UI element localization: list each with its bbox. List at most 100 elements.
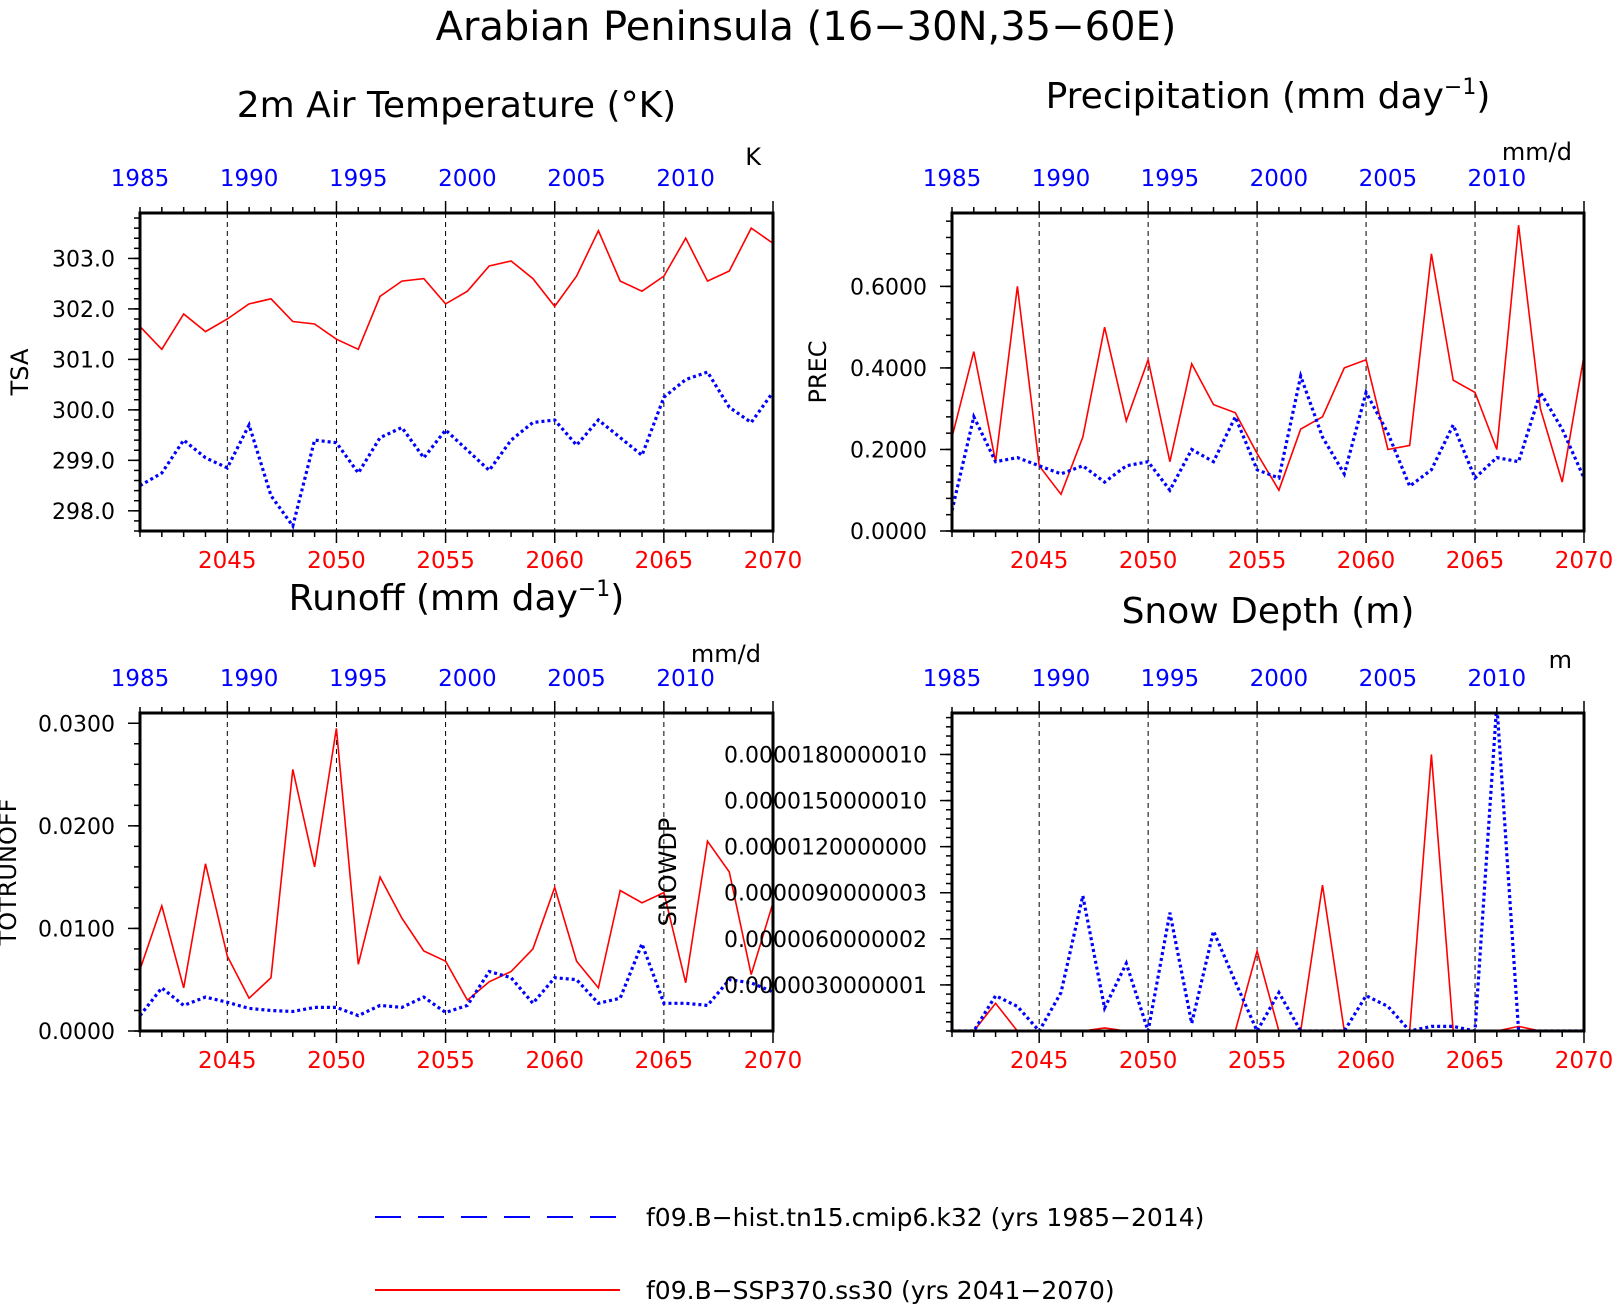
y-tick-label: 0.0000 <box>38 1020 115 1045</box>
y-tick-label: 0.0000180000010 <box>724 743 927 768</box>
series-line-historical <box>140 939 773 1018</box>
x-tick-label-bottom: 2065 <box>1446 548 1505 574</box>
y-tick-label: 0.6000 <box>850 275 927 300</box>
x-tick-label-bottom: 2050 <box>1119 1048 1178 1074</box>
y-tick-label: 0.0000030000001 <box>724 974 927 999</box>
x-tick-label-bottom: 2055 <box>416 548 475 574</box>
y-axis-label: SNOWDP <box>654 818 682 927</box>
figure-title: Arabian Peninsula (16−30N,35−60E) <box>436 4 1177 50</box>
units-label: mm/d <box>691 640 761 668</box>
x-tick-label-top: 1985 <box>923 666 982 692</box>
series-line-future <box>140 226 773 351</box>
x-tick-label-bottom: 2070 <box>744 1048 803 1074</box>
y-tick-label: 0.0300 <box>38 712 115 737</box>
x-tick-label-top: 2000 <box>1250 666 1309 692</box>
x-tick-label-top: 1985 <box>923 166 982 192</box>
x-tick-label-top: 1995 <box>1141 666 1200 692</box>
x-tick-label-bottom: 2055 <box>416 1048 475 1074</box>
y-axis-label: PREC <box>804 340 832 403</box>
y-tick-label: 0.0000120000000 <box>724 836 927 861</box>
x-tick-label-top: 2005 <box>1359 166 1418 192</box>
y-axis-label: TSA <box>6 348 34 396</box>
x-tick-label-top: 2010 <box>656 666 715 692</box>
series-line-historical <box>140 370 773 530</box>
plot-frame <box>950 211 1586 533</box>
y-tick-label: 302.0 <box>52 298 115 323</box>
panel-title: Precipitation (mm day−1) <box>1046 75 1491 117</box>
y-tick-label: 303.0 <box>52 247 115 272</box>
panel-title-main: Precipitation (mm day <box>1046 76 1444 117</box>
series-line-historical <box>952 713 1584 1031</box>
plot-frame <box>950 711 1586 1033</box>
y-tick-label: 300.0 <box>52 399 115 424</box>
y-tick-label: 299.0 <box>52 449 115 474</box>
x-tick-label-top: 2000 <box>438 666 497 692</box>
panel-title-tail: ) <box>1476 76 1490 117</box>
x-tick-label-top: 2010 <box>1468 166 1527 192</box>
panel-title-main: Runoff (mm day <box>289 578 578 619</box>
series-line-future <box>952 754 1584 1031</box>
x-tick-label-bottom: 2070 <box>1555 548 1613 574</box>
x-tick-label-bottom: 2060 <box>525 548 584 574</box>
y-tick-label: 0.0200 <box>38 815 115 840</box>
units-label: m <box>1549 646 1572 674</box>
x-tick-label-bottom: 2065 <box>1446 1048 1505 1074</box>
x-tick-label-top: 1995 <box>1141 166 1200 192</box>
x-tick-label-top: 1990 <box>220 166 279 192</box>
x-tick-label-top: 1990 <box>1032 166 1091 192</box>
chart-panel-2: Runoff (mm day−1) mm/d 2045 2050 2055 2060 206… <box>0 577 802 1074</box>
panel-title: Runoff (mm day−1) <box>289 577 625 619</box>
chart-panel-1: Precipitation (mm day−1) mm/d 2045 2050 2055… <box>804 75 1613 574</box>
y-tick-label: 298.0 <box>52 500 115 525</box>
y-tick-label: 0.4000 <box>850 357 927 382</box>
plot-frame <box>138 711 775 1033</box>
panel-title-tail: ) <box>610 578 624 619</box>
x-tick-label-bottom: 2065 <box>635 1048 694 1074</box>
x-tick-label-bottom: 2060 <box>1337 548 1396 574</box>
x-tick-label-bottom: 2050 <box>307 548 366 574</box>
legend: f09.B−hist.tn15.cmip6.k32 (yrs 1985−2014… <box>375 1203 1204 1305</box>
y-tick-label: 301.0 <box>52 348 115 373</box>
y-tick-label: 0.2000 <box>850 438 927 463</box>
legend-label-historical: f09.B−hist.tn15.cmip6.k32 (yrs 1985−2014… <box>646 1203 1204 1232</box>
x-tick-label-top: 1985 <box>111 166 170 192</box>
x-tick-label-bottom: 2070 <box>744 548 803 574</box>
x-tick-label-bottom: 2045 <box>198 1048 257 1074</box>
y-tick-label: 0.0000090000003 <box>724 882 927 907</box>
x-tick-label-top: 1985 <box>111 666 170 692</box>
series-line-future <box>952 225 1584 496</box>
units-label: K <box>745 143 762 171</box>
x-tick-label-bottom: 2050 <box>1119 548 1178 574</box>
series-line-future <box>140 728 773 1002</box>
x-tick-label-bottom: 2045 <box>1010 548 1069 574</box>
x-tick-label-top: 2000 <box>438 166 497 192</box>
x-tick-label-top: 1995 <box>329 166 388 192</box>
x-tick-label-top: 1990 <box>1032 666 1091 692</box>
x-tick-label-bottom: 2060 <box>1337 1048 1396 1074</box>
chart-panel-3: Snow Depth (m) m 2045 2050 2055 2060 2065 2070 1… <box>654 591 1613 1074</box>
panel-title: 2m Air Temperature (°K) <box>237 85 676 126</box>
x-tick-label-top: 1995 <box>329 666 388 692</box>
x-tick-label-bottom: 2050 <box>307 1048 366 1074</box>
panel-title-sup: −1 <box>578 577 610 602</box>
chart-panel-0: 2m Air Temperature (°K) K 2045 2050 2055 2060… <box>6 85 802 574</box>
x-tick-label-top: 2010 <box>656 166 715 192</box>
x-tick-label-bottom: 2045 <box>1010 1048 1069 1074</box>
x-tick-label-bottom: 2060 <box>525 1048 584 1074</box>
x-tick-label-bottom: 2055 <box>1228 1048 1287 1074</box>
y-tick-label: 0.0000 <box>850 520 927 545</box>
panel-title-main: 2m Air Temperature (°K) <box>237 85 676 126</box>
x-tick-label-top: 2005 <box>547 166 606 192</box>
legend-label-future: f09.B−SSP370.ss30 (yrs 2041−2070) <box>646 1276 1115 1305</box>
plot-frame <box>138 211 775 533</box>
x-tick-label-top: 2010 <box>1468 666 1527 692</box>
x-tick-label-bottom: 2070 <box>1555 1048 1613 1074</box>
panel-title: Snow Depth (m) <box>1122 591 1415 632</box>
x-tick-label-bottom: 2065 <box>635 548 694 574</box>
x-tick-label-top: 2005 <box>547 666 606 692</box>
series-line-historical <box>952 370 1584 511</box>
x-tick-label-top: 1990 <box>220 666 279 692</box>
panel-title-main: Snow Depth (m) <box>1122 591 1415 632</box>
panels: 2m Air Temperature (°K) K 2045 2050 2055 2060… <box>0 75 1613 1074</box>
